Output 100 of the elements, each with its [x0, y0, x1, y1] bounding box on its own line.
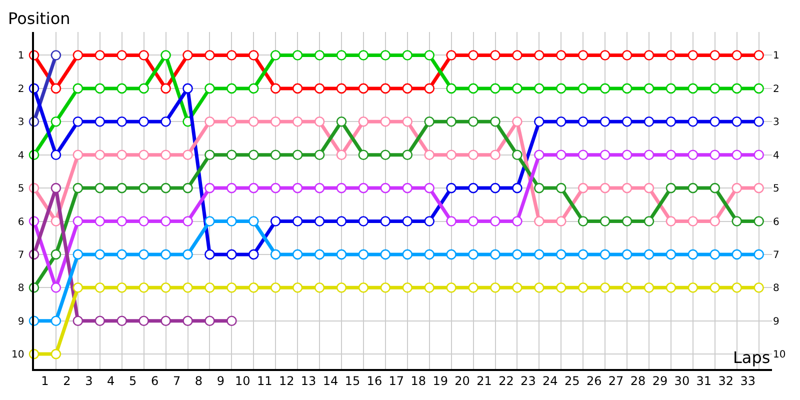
point — [358, 249, 369, 260]
point — [336, 116, 347, 127]
point — [666, 83, 676, 94]
point — [182, 150, 193, 160]
point — [468, 182, 478, 194]
point — [204, 50, 215, 60]
point — [710, 50, 720, 60]
y-tick-label: 9 — [18, 316, 24, 328]
point — [204, 83, 215, 94]
x-tick-label: 9 — [216, 374, 225, 388]
point — [50, 182, 62, 194]
point — [534, 116, 544, 127]
point — [688, 83, 698, 94]
point — [226, 216, 237, 226]
point — [578, 50, 588, 60]
point — [270, 282, 281, 293]
x-axis-title: Laps — [733, 348, 770, 367]
point — [424, 150, 435, 160]
point — [468, 116, 478, 127]
point — [94, 316, 106, 326]
point — [292, 182, 303, 194]
point — [94, 116, 106, 127]
point — [160, 50, 171, 60]
point — [248, 83, 259, 94]
point — [754, 282, 764, 293]
point — [160, 216, 171, 226]
point — [666, 282, 676, 293]
point — [160, 249, 171, 260]
point — [600, 182, 610, 194]
point — [666, 50, 676, 60]
point — [710, 182, 720, 194]
point — [226, 150, 237, 160]
point — [622, 116, 632, 127]
point — [644, 282, 654, 293]
point — [182, 249, 193, 260]
point — [688, 182, 698, 194]
point — [94, 150, 106, 160]
point — [490, 182, 500, 194]
point — [72, 216, 84, 226]
point — [270, 216, 281, 226]
point — [512, 282, 522, 293]
point — [116, 249, 128, 260]
point — [688, 150, 698, 160]
point — [622, 83, 632, 94]
point — [116, 83, 128, 94]
point — [600, 150, 610, 160]
point — [116, 50, 128, 60]
point — [292, 282, 303, 293]
point — [138, 249, 149, 260]
y2-tick-label: 5 — [773, 184, 780, 195]
point — [534, 282, 544, 293]
point — [534, 83, 544, 94]
point — [446, 216, 456, 226]
point — [512, 216, 522, 226]
point — [336, 216, 347, 226]
point — [380, 282, 391, 293]
point — [578, 282, 588, 293]
point — [292, 83, 303, 94]
point — [72, 316, 84, 326]
point — [710, 116, 720, 127]
y-tick-label: 4 — [18, 150, 24, 162]
x-tick-label: 28 — [630, 374, 646, 388]
point — [248, 182, 259, 194]
point — [446, 150, 456, 160]
point — [754, 182, 764, 194]
x-tick-label: 18 — [410, 374, 426, 388]
point — [116, 282, 128, 293]
point — [226, 282, 237, 293]
point — [490, 216, 500, 226]
x-tick-label: 30 — [674, 374, 690, 388]
point — [468, 150, 478, 160]
y2-tick-label: 8 — [773, 283, 780, 294]
point — [314, 182, 325, 194]
point — [402, 83, 413, 94]
x-tick-label: 19 — [432, 374, 448, 388]
x-tick-label: 12 — [278, 374, 294, 388]
point — [468, 216, 478, 226]
x-tick-label: 27 — [608, 374, 624, 388]
point — [534, 150, 544, 160]
x-tick-label: 25 — [564, 374, 580, 388]
point — [732, 50, 742, 60]
point — [446, 249, 456, 260]
point — [754, 249, 764, 260]
x-tick-label: 31 — [696, 374, 712, 388]
point — [204, 316, 215, 326]
point — [50, 316, 62, 326]
point — [204, 150, 215, 160]
point — [666, 249, 676, 260]
point — [270, 249, 281, 260]
point — [116, 182, 128, 194]
point — [556, 150, 566, 160]
point — [248, 249, 259, 260]
point — [248, 50, 259, 60]
point — [358, 116, 369, 127]
point — [94, 216, 106, 226]
point — [600, 216, 610, 226]
point — [116, 150, 128, 160]
point — [710, 83, 720, 94]
point — [688, 50, 698, 60]
point — [380, 216, 391, 226]
